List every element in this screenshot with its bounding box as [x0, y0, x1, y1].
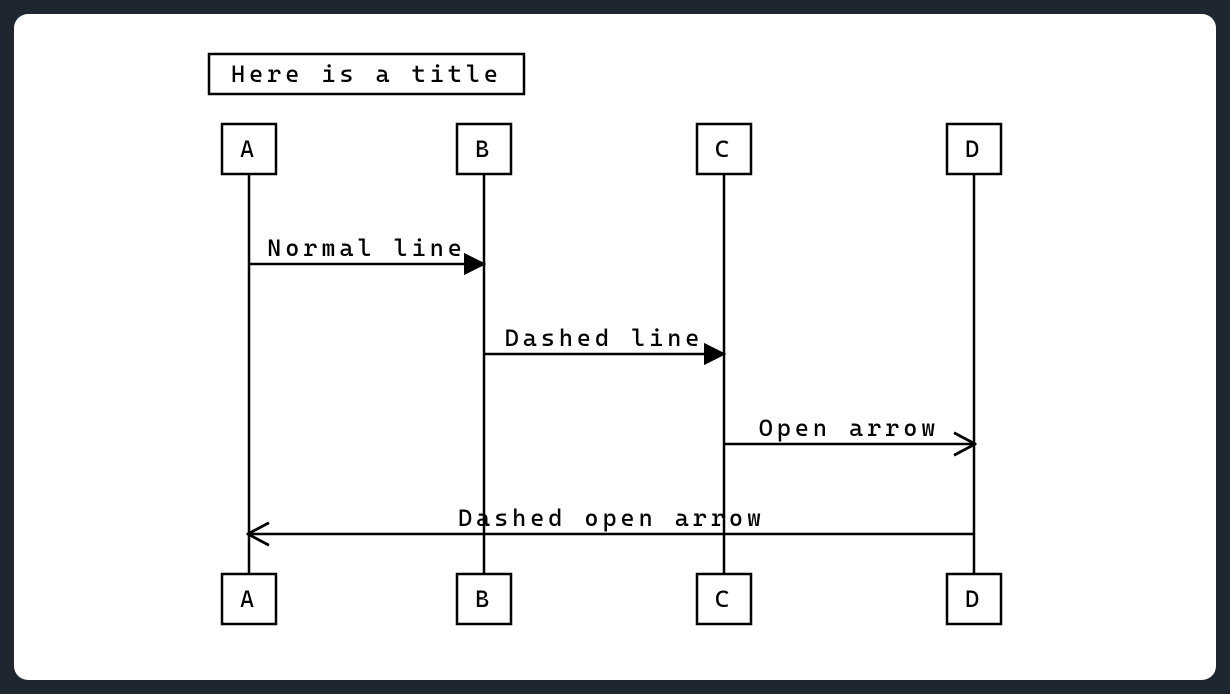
- participant-bottom-label-c: C: [715, 585, 733, 613]
- participant-bottom-label-a: A: [240, 585, 258, 613]
- message-label-1: Dashed line: [505, 324, 704, 352]
- diagram-card: Here is a title A A B B C C D D Normal line Dashed…: [14, 14, 1216, 680]
- participant-top-label-b: B: [475, 135, 493, 163]
- participant-bottom-label-d: D: [965, 585, 983, 613]
- participant-top-label-c: C: [715, 135, 733, 163]
- sequence-diagram: Here is a title A A B B C C D D Normal line Dashed…: [14, 14, 1216, 680]
- diagram-title: Here is a title: [231, 60, 502, 88]
- message-label-0: Normal line: [267, 234, 466, 262]
- participant-top-label-a: A: [240, 135, 258, 163]
- participant-top-label-d: D: [965, 135, 983, 163]
- message-label-2: Open arrow: [759, 414, 940, 442]
- message-label-3: Dashed open arrow: [458, 504, 765, 532]
- participant-bottom-label-b: B: [475, 585, 493, 613]
